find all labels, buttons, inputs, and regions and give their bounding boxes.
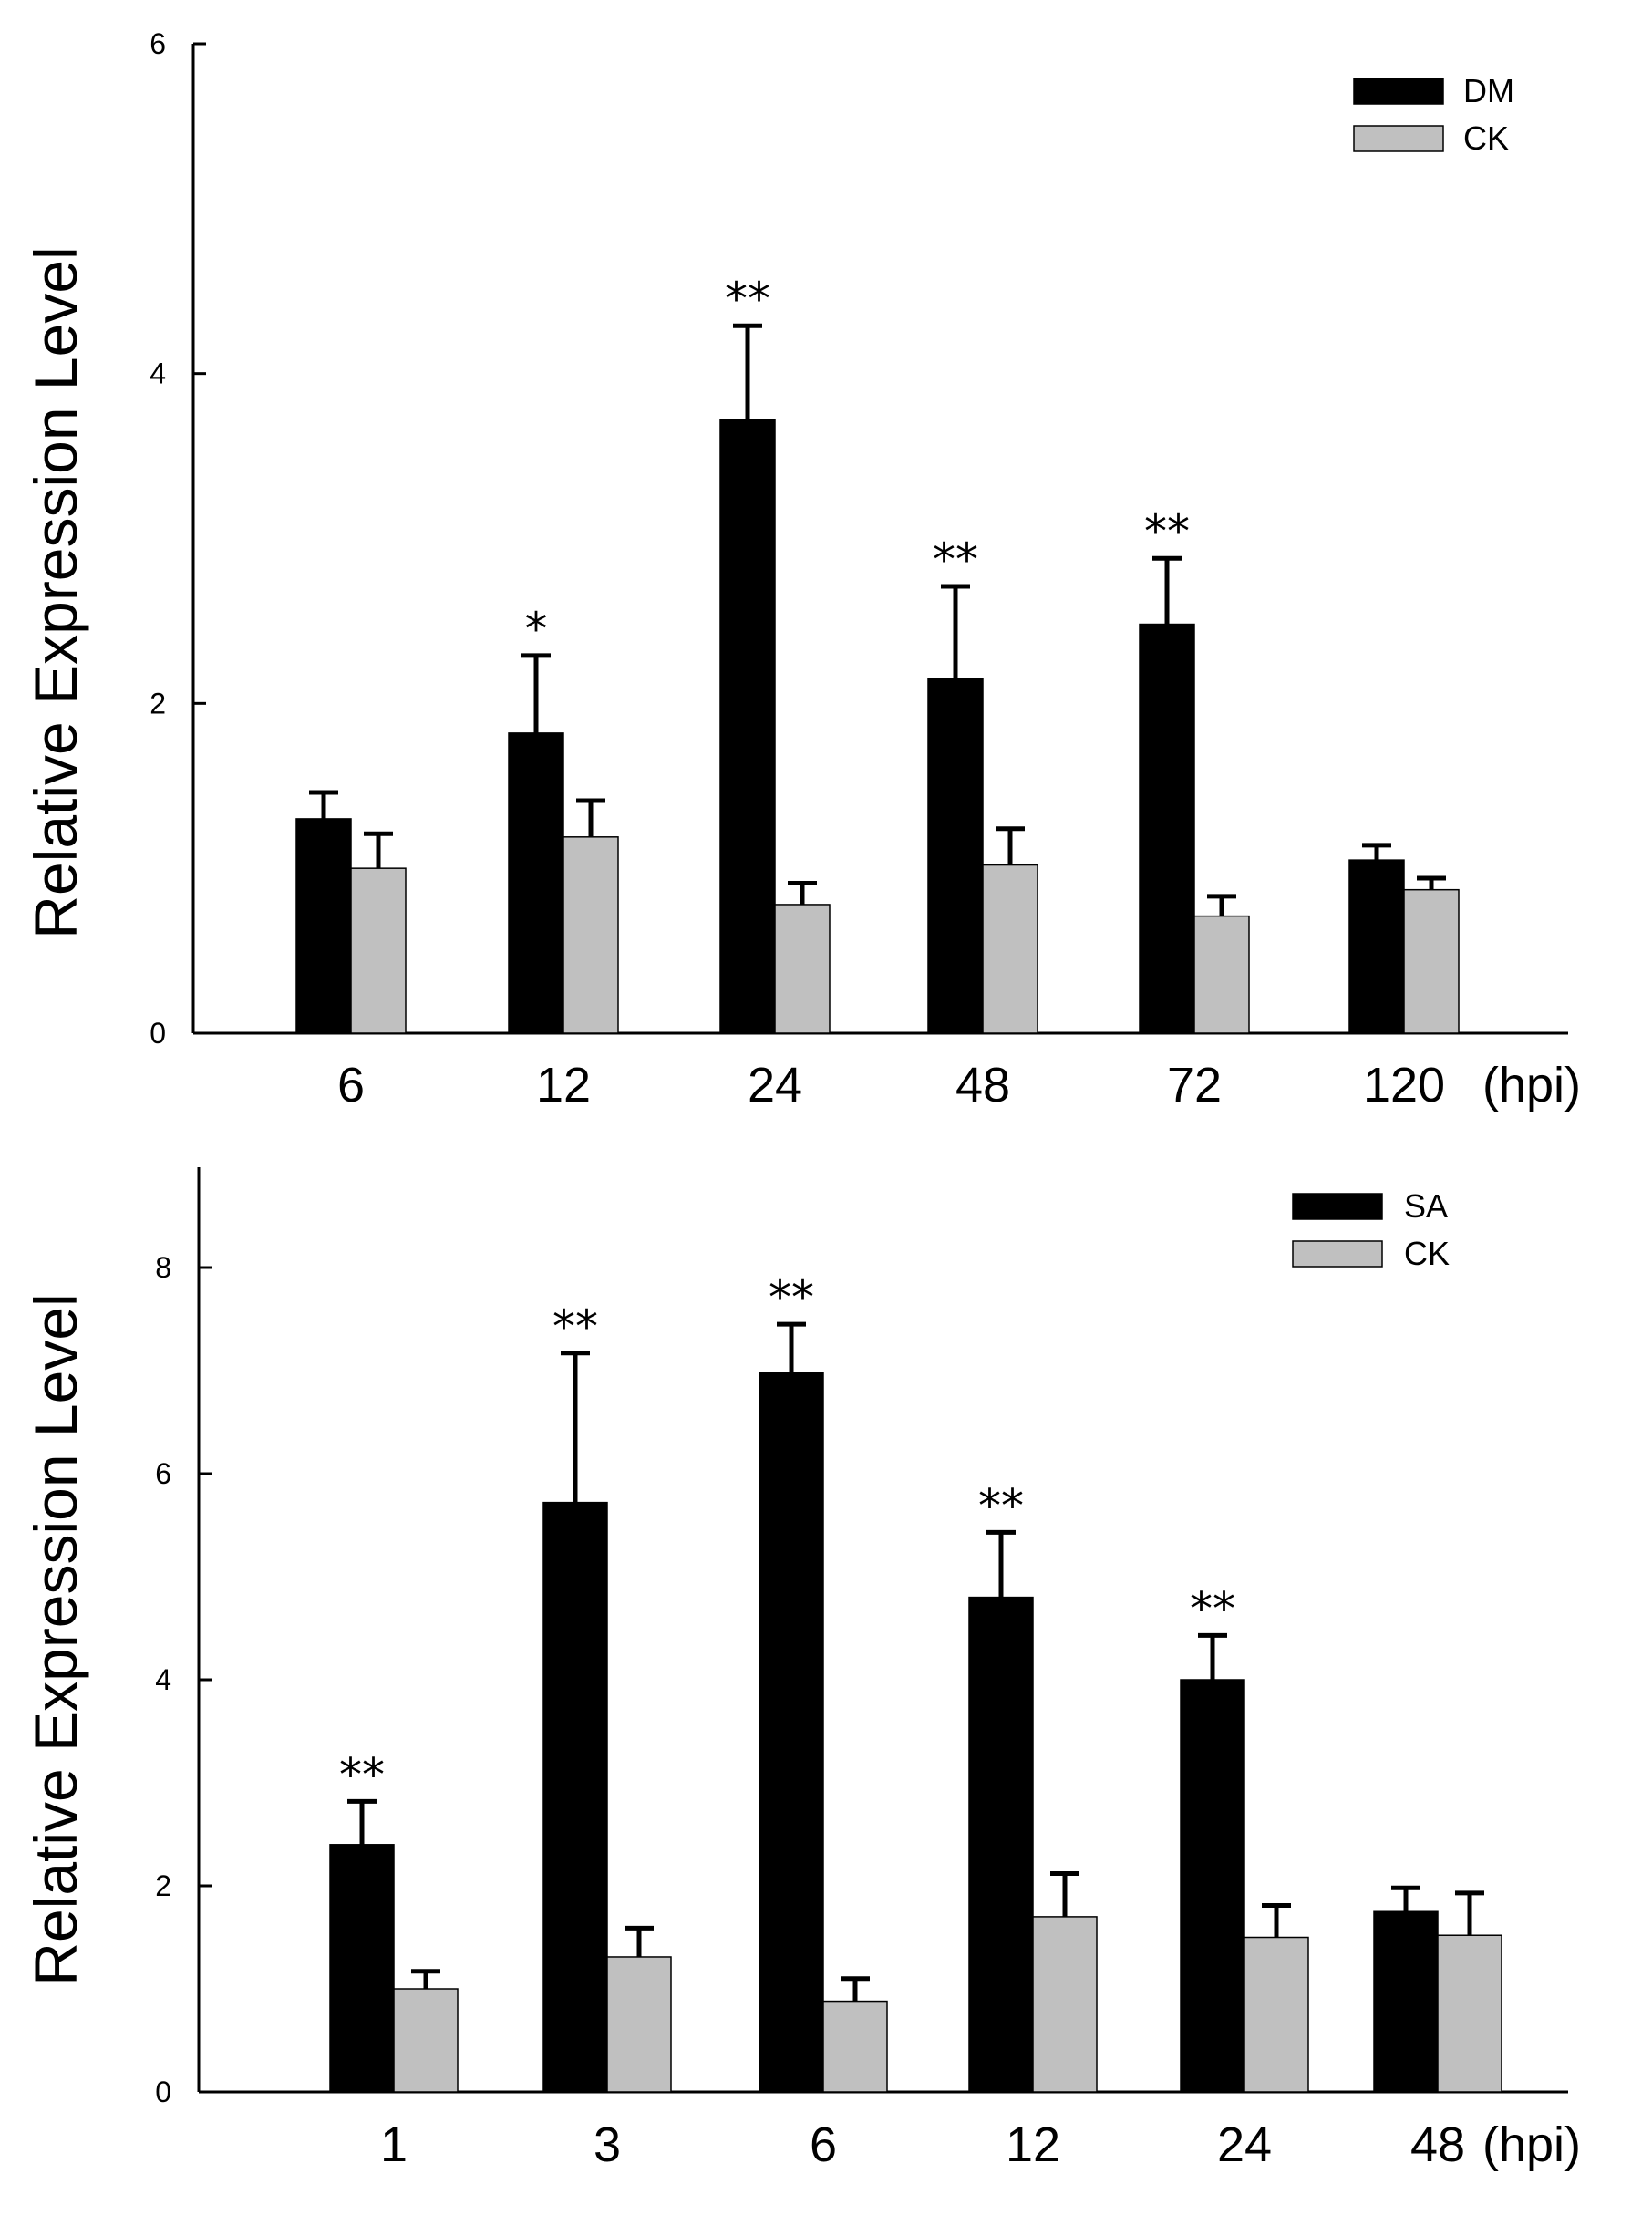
significance-marker: ** xyxy=(1190,1582,1235,1635)
x-axis-unit: (hpi) xyxy=(1482,1058,1581,1113)
significance-marker: ** xyxy=(339,1748,385,1801)
legend-label-sa: SA xyxy=(1404,1187,1448,1225)
x-tick-label: 48 xyxy=(955,1058,1010,1113)
significance-marker: ** xyxy=(725,273,770,326)
x-tick-label: 1 xyxy=(380,2117,408,2172)
significance-marker: * xyxy=(525,603,548,656)
x-tick-label: 12 xyxy=(536,1058,591,1113)
y-tick-label: 0 xyxy=(155,2076,171,2108)
bar-sa xyxy=(329,1844,395,2093)
bar-ck xyxy=(1403,888,1460,1034)
bar-ck xyxy=(982,864,1038,1034)
y-tick-label: 0 xyxy=(150,1017,166,1050)
bar-ck xyxy=(822,2000,888,2093)
bar-ck xyxy=(1193,915,1250,1034)
legend-label-ck: CK xyxy=(1463,119,1509,157)
bar-sa xyxy=(1180,1679,1245,2093)
bar-sa xyxy=(542,1501,608,2093)
significance-marker: ** xyxy=(978,1479,1024,1532)
legend-label-ck: CK xyxy=(1404,1235,1450,1272)
bar-sa xyxy=(968,1596,1034,2093)
legend-swatch-ck xyxy=(1292,1240,1383,1268)
bar-ck xyxy=(774,904,831,1034)
significance-marker: ** xyxy=(552,1300,598,1353)
y-tick-label: 2 xyxy=(155,1869,171,1902)
x-tick-label: 72 xyxy=(1167,1058,1222,1113)
bar-ck xyxy=(1437,1934,1502,2093)
x-tick-label: 12 xyxy=(1006,2117,1060,2172)
bar-dm xyxy=(508,732,564,1034)
y-axis-label: Relative Expression Level xyxy=(22,1293,89,1985)
bar-ck xyxy=(606,1956,672,2093)
bar-dm xyxy=(1348,859,1405,1034)
y-tick-label: 8 xyxy=(155,1251,171,1284)
bar-dm xyxy=(719,419,776,1034)
y-tick-label: 4 xyxy=(150,357,166,390)
x-tick-label: 24 xyxy=(748,1058,802,1113)
x-tick-label: 6 xyxy=(337,1058,365,1113)
y-tick-label: 2 xyxy=(150,687,166,719)
bar-ck xyxy=(350,867,407,1034)
bar-ck xyxy=(563,836,619,1034)
bar-ck xyxy=(1032,1916,1098,2093)
legend-swatch-ck xyxy=(1353,125,1444,152)
bar-sa xyxy=(1373,1910,1439,2093)
legend-swatch-sa xyxy=(1292,1193,1383,1220)
y-tick-label: 4 xyxy=(155,1663,171,1696)
x-tick-label: 48 xyxy=(1410,2117,1465,2172)
legend-swatch-dm xyxy=(1353,78,1444,105)
y-tick-label: 6 xyxy=(155,1457,171,1490)
x-axis-unit: (hpi) xyxy=(1482,2117,1581,2172)
bar-dm xyxy=(295,818,352,1034)
significance-marker: ** xyxy=(1144,505,1190,558)
x-tick-label: 3 xyxy=(594,2117,621,2172)
y-tick-label: 6 xyxy=(150,27,166,60)
legend-label-dm: DM xyxy=(1463,72,1514,109)
bar-dm xyxy=(927,678,984,1034)
x-tick-label: 120 xyxy=(1363,1058,1445,1113)
x-tick-label: 24 xyxy=(1217,2117,1272,2172)
bar-sa xyxy=(759,1372,824,2093)
significance-marker: ** xyxy=(769,1271,814,1324)
significance-marker: ** xyxy=(933,533,978,586)
x-tick-label: 6 xyxy=(810,2117,837,2172)
bar-ck xyxy=(393,1988,459,2093)
y-axis-label: Relative Expression Level xyxy=(22,246,89,938)
bar-ck xyxy=(1244,1936,1309,2093)
bar-dm xyxy=(1139,623,1195,1034)
